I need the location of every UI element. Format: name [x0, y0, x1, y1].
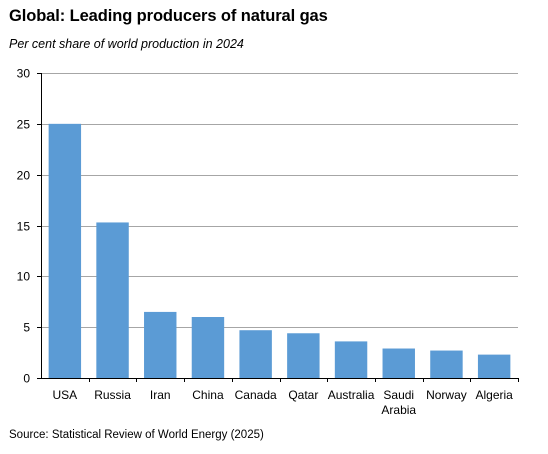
x-tick-label: China	[192, 388, 224, 402]
x-tick-label: Canada	[235, 388, 277, 402]
x-axis-labels: USA Russia Iran China Canada Qatar Australia Sa…	[53, 388, 514, 417]
x-tick-label: Norway	[426, 388, 467, 402]
y-tick-label: 30	[17, 67, 31, 81]
bar-iran	[144, 311, 177, 378]
y-tick-label: 5	[23, 321, 30, 335]
y-tick-label: 20	[17, 169, 31, 183]
bar-norway	[430, 350, 463, 378]
x-tick-label: Algeria	[475, 388, 513, 402]
bar-saudi-arabia	[382, 348, 415, 378]
y-tick-label: 25	[17, 118, 31, 132]
bar-canada	[239, 330, 272, 378]
chart-title: Global: Leading producers of natural gas	[9, 7, 328, 25]
bars	[48, 123, 511, 378]
bar-algeria	[477, 354, 511, 378]
bar-china	[191, 317, 225, 378]
bar-russia	[96, 222, 129, 378]
x-tick-label: Iran	[150, 388, 171, 402]
y-tick-label: 0	[23, 372, 30, 386]
bar-qatar	[287, 333, 320, 378]
x-tick-label: Russia	[94, 388, 131, 402]
chart-subtitle: Per cent share of world production in 20…	[9, 37, 244, 51]
source-note: Source: Statistical Review of World Ener…	[9, 429, 264, 441]
bar-australia	[334, 341, 368, 378]
x-tick-label: Qatar	[288, 388, 318, 402]
y-tick-label: 10	[17, 270, 31, 284]
x-tick-label: USA	[53, 388, 78, 402]
y-tick-label: 15	[17, 220, 31, 234]
axes	[41, 73, 519, 382]
bar-usa	[48, 123, 82, 378]
y-axis-ticks: 0 5 10 15 20 25 30	[17, 67, 41, 386]
x-tick-label: Saudi Arabia	[381, 388, 416, 417]
x-tick-label: Australia	[328, 388, 375, 402]
